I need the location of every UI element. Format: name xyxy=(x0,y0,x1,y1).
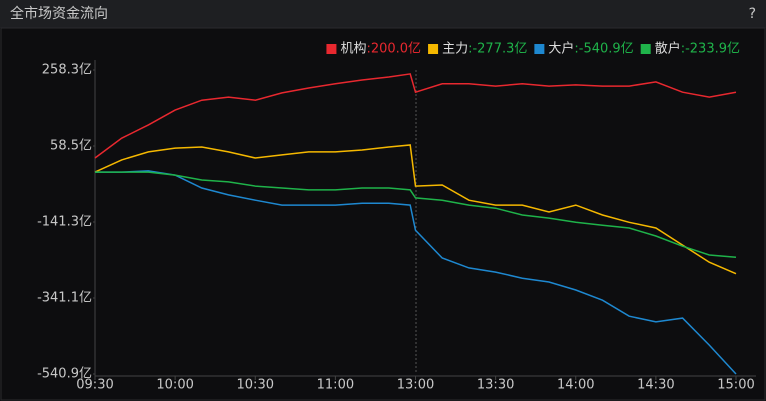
title-bar xyxy=(0,0,766,28)
legend-name: 主力 xyxy=(442,42,468,57)
y-tick-label: -141.3亿 xyxy=(37,215,92,230)
series-line xyxy=(94,144,737,275)
series-line xyxy=(94,73,737,159)
x-tick-label: 09:30 xyxy=(76,378,113,393)
legend-value: :200.0亿 xyxy=(366,42,421,57)
panel-border xyxy=(0,27,766,401)
series-line xyxy=(95,170,737,375)
legend-swatch xyxy=(640,44,651,54)
legend-swatch xyxy=(534,44,545,54)
x-tick-label: 10:30 xyxy=(237,378,274,393)
y-tick-label: -540.9亿 xyxy=(37,367,92,382)
legend-swatch xyxy=(326,44,337,54)
x-tick-label: 13:30 xyxy=(477,378,514,393)
y-tick-label: -341.1亿 xyxy=(37,291,92,306)
legend-value: :-277.3亿 xyxy=(468,42,527,57)
x-tick-label: 10:00 xyxy=(156,378,193,393)
legend-swatch xyxy=(428,44,439,54)
x-tick-label: 14:00 xyxy=(557,378,594,393)
series-line xyxy=(95,171,737,258)
y-tick-label: 58.5亿 xyxy=(50,139,92,154)
legend-value: :-233.9亿 xyxy=(681,42,740,57)
y-tick-label: 258.3亿 xyxy=(42,63,92,78)
help-button[interactable]: ? xyxy=(749,6,756,22)
x-tick-label: 15:00 xyxy=(717,378,754,393)
legend-name: 机构 xyxy=(340,42,366,57)
x-tick-label: 11:00 xyxy=(317,378,354,393)
legend-value: :-540.9亿 xyxy=(574,42,633,57)
x-tick-label: 14:30 xyxy=(637,378,674,393)
legend-name: 大户 xyxy=(548,41,574,57)
panel-title: 全市场资金流向 xyxy=(10,5,108,22)
legend-name: 散户 xyxy=(655,41,681,57)
x-tick-label: 13:00 xyxy=(397,378,434,393)
